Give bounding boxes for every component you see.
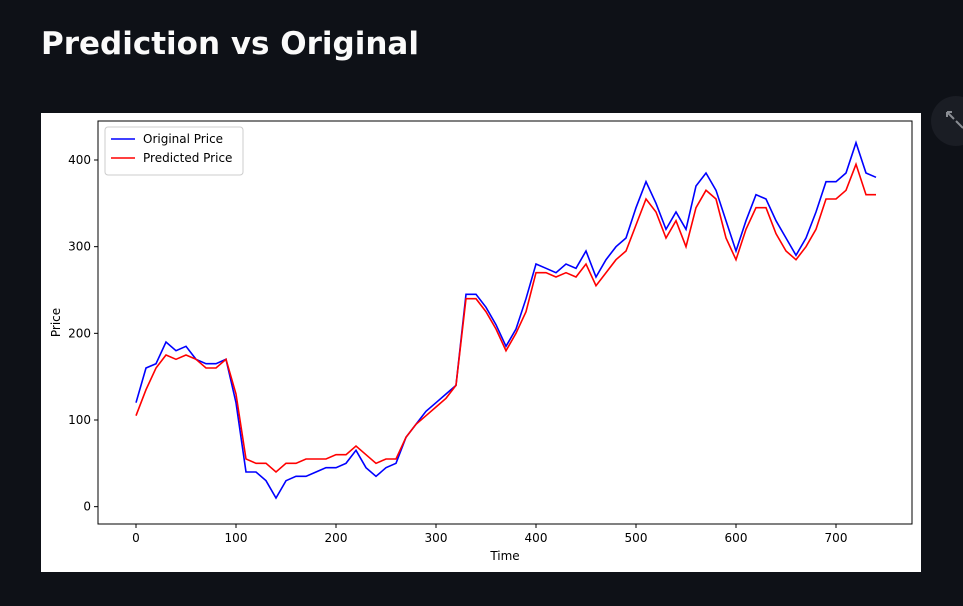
legend-label: Predicted Price (143, 151, 232, 165)
plot-frame (97, 120, 913, 525)
legend-label: Original Price (143, 132, 223, 146)
x-tick-label: 200 (325, 531, 348, 545)
x-tick-label: 500 (625, 531, 648, 545)
page-title: Prediction vs Original (41, 26, 419, 62)
x-tick-label: 400 (525, 531, 548, 545)
x-axis-label: Time (489, 549, 519, 563)
y-tick-label: 400 (68, 153, 91, 167)
series-line (135, 140, 877, 500)
x-tick-label: 0 (132, 531, 140, 545)
y-tick-label: 300 (68, 240, 91, 254)
fullscreen-bg[interactable] (931, 96, 963, 146)
series-line (135, 161, 876, 474)
x-tick-label: 100 (225, 531, 248, 545)
x-tick-label: 600 (725, 531, 748, 545)
y-tick-label: 0 (83, 500, 91, 514)
fullscreen-button[interactable] (931, 96, 963, 146)
y-axis-label: Price (49, 308, 63, 337)
fullscreen-icon[interactable] (946, 111, 963, 129)
x-tick-label: 300 (425, 531, 448, 545)
chart-image (41, 113, 921, 572)
legend-box (104, 126, 244, 176)
y-tick-label: 100 (68, 413, 91, 427)
y-tick-label: 200 (68, 326, 91, 340)
x-tick-label: 700 (825, 531, 848, 545)
